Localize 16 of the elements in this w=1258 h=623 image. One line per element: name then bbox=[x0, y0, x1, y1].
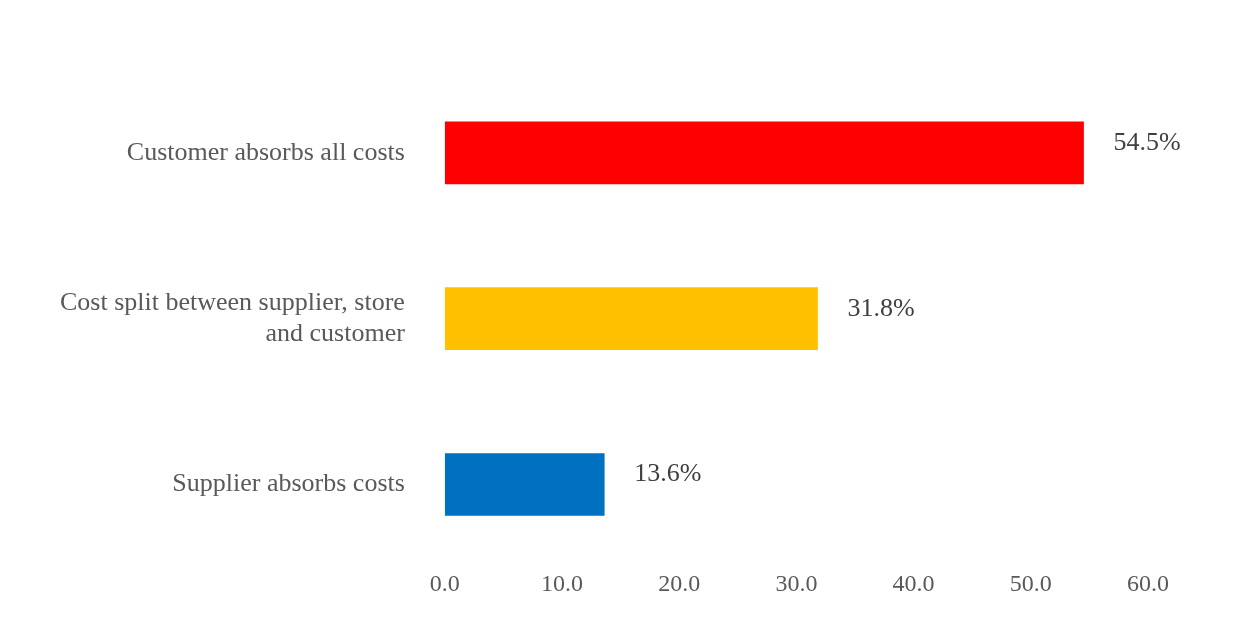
x-tick-label: 0.0 bbox=[429, 570, 460, 597]
x-tick-label: 50.0 bbox=[1009, 570, 1052, 597]
bar bbox=[444, 287, 818, 351]
x-tick-label: 60.0 bbox=[1127, 570, 1169, 597]
y-tick-label: Customer absorbs all costs bbox=[126, 136, 405, 166]
data-label: 54.5% bbox=[1113, 126, 1181, 156]
bar bbox=[444, 121, 1084, 185]
y-tick-label: Cost split between supplier, store and customer bbox=[60, 286, 406, 348]
bar bbox=[444, 453, 605, 516]
x-tick-label: 20.0 bbox=[658, 570, 701, 597]
data-label: 31.8% bbox=[847, 292, 915, 322]
y-tick-label: Supplier absorbs costs bbox=[172, 468, 405, 498]
x-tick-label: 30.0 bbox=[775, 570, 818, 597]
x-tick-label: 10.0 bbox=[541, 570, 584, 597]
x-tick-label: 40.0 bbox=[892, 570, 935, 597]
data-label: 13.6% bbox=[634, 458, 702, 488]
